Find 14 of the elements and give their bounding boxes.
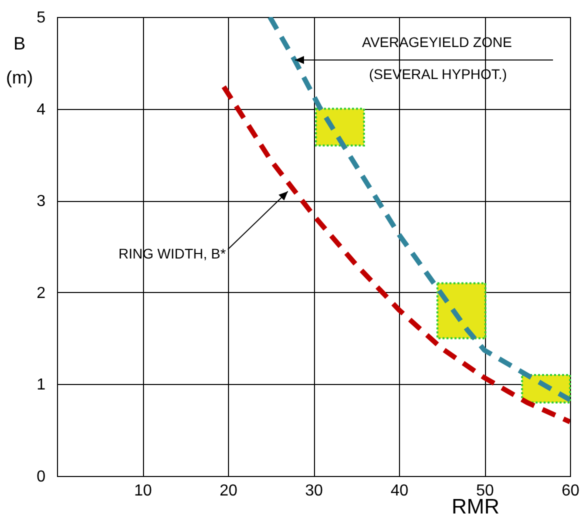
x-tick-label: 40 [390, 482, 408, 500]
y-tick-label: 1 [36, 376, 46, 394]
y-axis-title: B (m) [6, 34, 33, 88]
bar [315, 108, 366, 147]
x-tick-label: 60 [562, 482, 580, 500]
y-tick-label: 4 [36, 101, 46, 118]
y-tick-label: 2 [36, 284, 46, 302]
x-tick-label: 10 [134, 482, 152, 500]
bar [436, 282, 486, 340]
y-tick-label: 0 [36, 468, 46, 486]
y-tick-label: 3 [36, 193, 46, 210]
x-tick-label: 30 [305, 482, 323, 500]
x-tick-label: 20 [220, 482, 238, 500]
y-tick-label: 5 [36, 10, 46, 26]
